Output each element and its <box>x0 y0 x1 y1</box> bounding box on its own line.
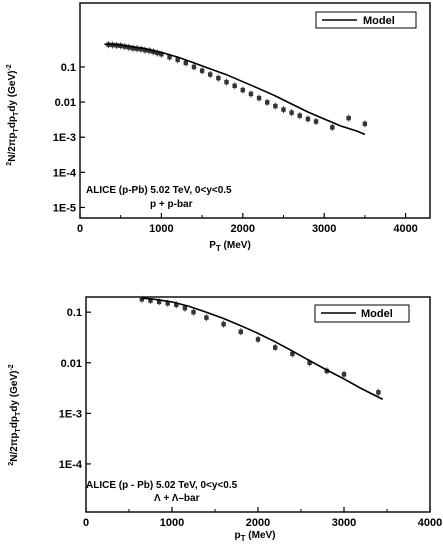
data-point <box>159 52 164 57</box>
y-tick-label: 1E-4 <box>53 167 77 179</box>
x-tick-label: 4000 <box>418 517 442 529</box>
data-point <box>130 46 136 51</box>
data-point <box>175 57 180 62</box>
data-point <box>139 297 145 302</box>
data-point <box>255 337 261 342</box>
data-point <box>191 309 196 315</box>
data-point <box>126 45 132 50</box>
annotation-line1: ALICE (p-Pb) 5.02 TeV, 0<y<0.5 <box>86 185 232 196</box>
data-point <box>232 83 237 89</box>
y-tick-label: 0.01 <box>61 358 82 370</box>
x-axis-label: pT (MeV) <box>235 530 276 543</box>
y-tick-label: 0.01 <box>55 97 76 109</box>
data-point <box>265 100 270 105</box>
annotation-line2: Λ + Λ–bar <box>154 493 200 504</box>
y-ticks: 0.1 0.01 1E-3 1E-4 <box>59 307 91 471</box>
data-point <box>142 47 148 53</box>
data-point <box>182 305 188 311</box>
data-point <box>151 49 156 54</box>
x-tick-label: 2000 <box>231 223 255 235</box>
data-point <box>148 298 153 303</box>
data-point <box>305 116 311 122</box>
data-point <box>324 368 329 374</box>
data-points-group <box>106 41 368 131</box>
y-axis-label: 2N/2πpTdpTdy (GeV)-2 <box>8 364 22 465</box>
data-point <box>167 54 172 60</box>
x-tick-label: 1000 <box>149 223 173 235</box>
legend-box <box>314 304 410 323</box>
x-tick-label: 3000 <box>312 223 336 235</box>
y-axis-label: 2N/2πpTdpTdy (GeV)-2 <box>6 64 20 165</box>
model-curve <box>104 43 366 136</box>
data-point <box>138 46 144 52</box>
legend: Model <box>314 304 410 323</box>
x-tick-label: 4000 <box>393 223 417 235</box>
data-point <box>155 50 160 56</box>
data-point <box>248 91 254 97</box>
x-tick-label: 2000 <box>246 517 270 529</box>
annotation-line1: ALICE (p - Pb) 5.02 TeV, 0<y<0.5 <box>86 480 238 491</box>
data-point <box>146 48 152 53</box>
annotation-line2: p + p-bar <box>150 199 193 210</box>
plot-frame <box>79 2 431 219</box>
data-point <box>273 103 278 109</box>
data-point <box>191 64 197 70</box>
data-point <box>297 113 302 118</box>
data-point <box>122 44 127 49</box>
data-point <box>307 360 312 365</box>
data-point <box>256 95 262 101</box>
data-point <box>221 321 226 327</box>
data-point <box>376 390 381 395</box>
data-point <box>208 72 213 77</box>
y-tick-label: 1E-4 <box>59 459 83 471</box>
y-ticks: 0.1 0.01 1E-3 1E-4 1E-5 <box>53 62 85 214</box>
data-point <box>341 372 347 377</box>
y-tick-label: 0.1 <box>67 307 82 319</box>
legend-label: Model <box>361 308 393 320</box>
x-tick-label: 1000 <box>160 517 184 529</box>
legend-box <box>315 11 417 29</box>
x-tick-label: 0 <box>77 223 83 235</box>
data-point <box>290 351 295 357</box>
data-point <box>165 301 170 306</box>
data-point <box>313 119 319 124</box>
data-point <box>273 345 278 350</box>
y-tick-label: 1E-3 <box>53 132 76 144</box>
data-point <box>199 68 205 73</box>
data-point <box>238 329 243 334</box>
x-axis-label: PT (MeV) <box>209 240 251 253</box>
data-point <box>289 110 294 115</box>
data-point <box>183 60 189 66</box>
y-tick-label: 0.1 <box>61 62 76 74</box>
data-point <box>330 125 335 130</box>
x-tick-label: 3000 <box>332 517 356 529</box>
x-tick-label: 0 <box>83 517 89 529</box>
data-point <box>156 299 162 305</box>
data-point <box>240 87 245 93</box>
data-point <box>174 302 179 307</box>
data-point <box>281 107 286 112</box>
y-tick-label: 1E-3 <box>59 408 82 420</box>
x-ticks: 0 1000 2000 3000 4000 <box>77 213 418 235</box>
y-tick-label: 1E-5 <box>53 202 76 214</box>
data-point <box>224 79 229 85</box>
legend: Model <box>315 11 417 29</box>
x-ticks: 0 1000 2000 3000 4000 <box>83 507 442 529</box>
data-point <box>362 121 368 127</box>
model-curve <box>141 297 384 401</box>
data-point <box>204 315 209 320</box>
data-point <box>216 75 221 81</box>
legend-label: Model <box>363 15 395 27</box>
data-point <box>346 115 351 121</box>
data-point <box>134 46 140 51</box>
chart-top: 0 1000 2000 3000 4000 0.1 0.01 1E-3 1E-4 1E-5 Mo… <box>6 2 431 253</box>
